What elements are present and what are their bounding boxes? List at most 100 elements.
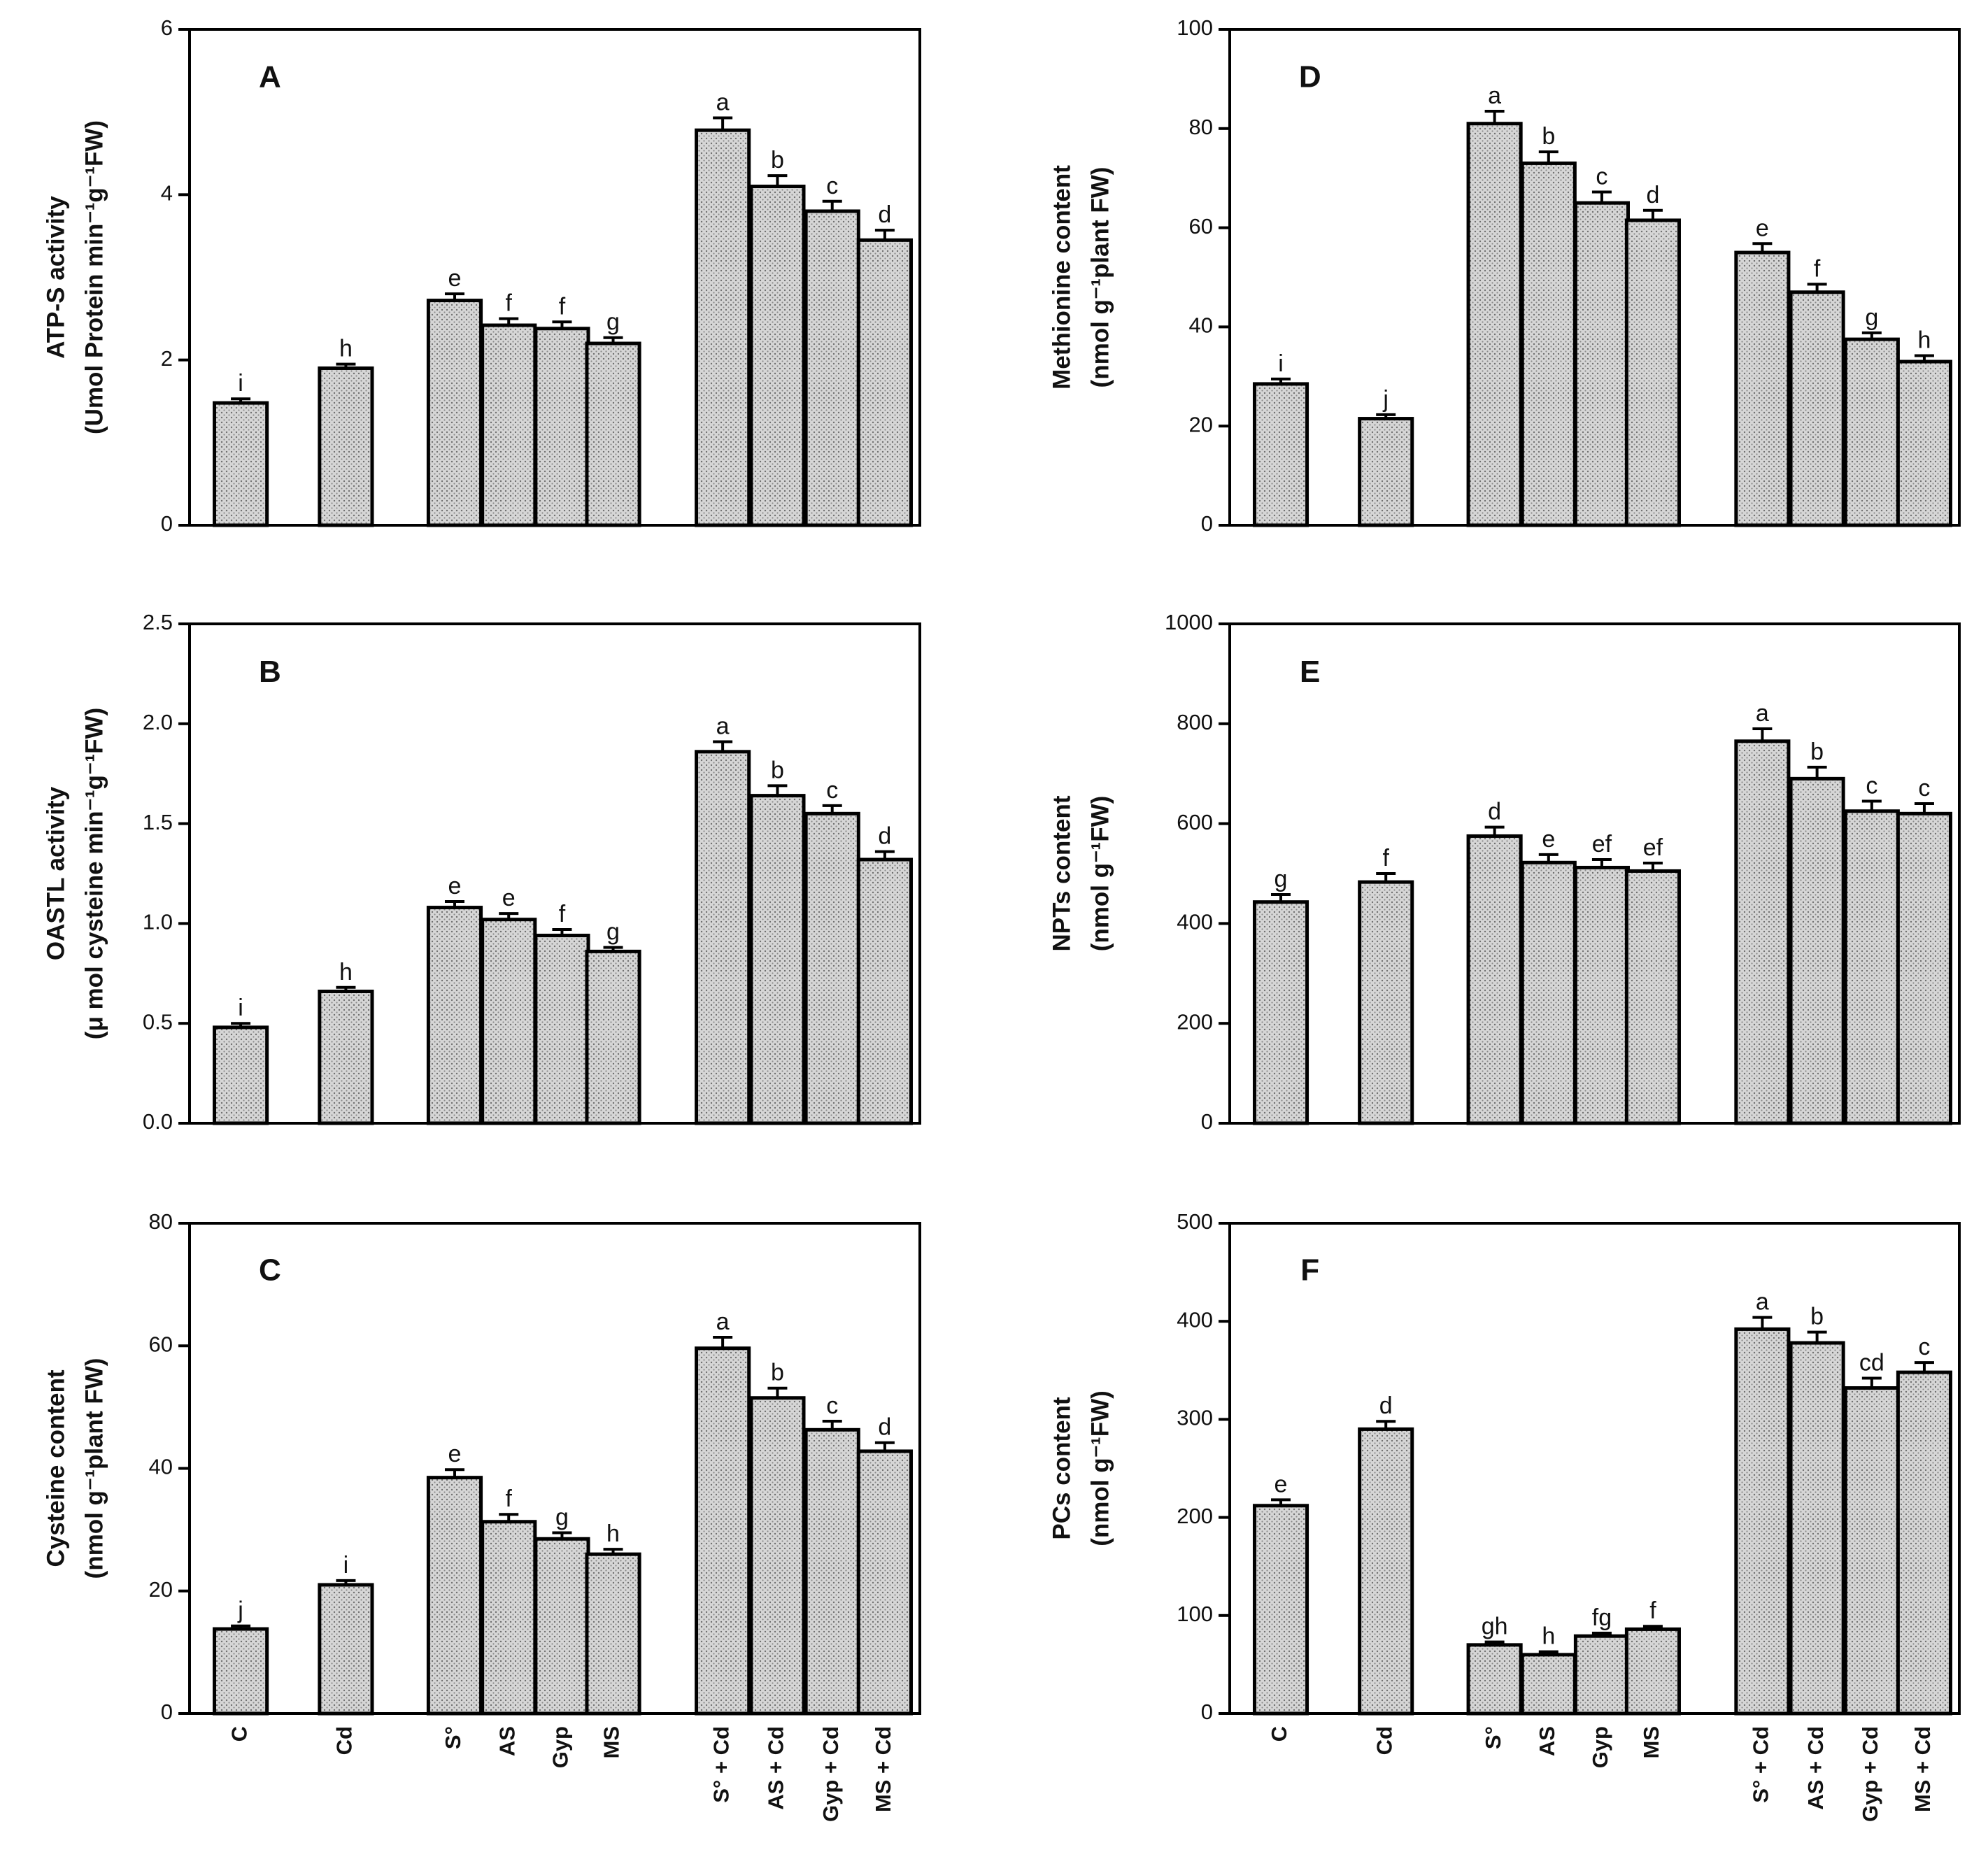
bar <box>1466 1643 1523 1716</box>
bar <box>1734 739 1791 1125</box>
error-bar <box>822 804 842 814</box>
bar <box>856 857 913 1125</box>
y-tick-label: 300 <box>1177 1406 1213 1430</box>
error-bar <box>1752 1316 1773 1330</box>
bar <box>695 750 751 1125</box>
error-bar <box>1591 1632 1612 1637</box>
significance-letter: e <box>448 873 462 899</box>
y-tick-label: 100 <box>1177 15 1213 40</box>
error-bar <box>874 229 895 241</box>
y-tick-label: 800 <box>1177 710 1213 734</box>
error-bar <box>1752 727 1773 741</box>
bar <box>1896 359 1952 527</box>
bar <box>749 1396 806 1716</box>
bar <box>1624 218 1681 527</box>
y-tick-label: 60 <box>1189 214 1213 238</box>
error-bar <box>1861 331 1882 340</box>
bar <box>1896 1370 1952 1716</box>
error-bar <box>1807 283 1827 292</box>
error-bar <box>1271 1498 1291 1506</box>
significance-letter: i <box>238 370 243 397</box>
error-bar <box>1484 109 1505 124</box>
significance-letter: e <box>448 1441 462 1467</box>
x-tick-label: Gyp <box>548 1726 573 1768</box>
significance-letter: a <box>1756 1289 1769 1316</box>
y-tick-label: 100 <box>1177 1602 1213 1626</box>
significance-letter: d <box>1488 799 1501 825</box>
error-bar <box>874 1441 895 1451</box>
significance-letter: b <box>771 1360 784 1386</box>
x-tick-label: S° + Cd <box>709 1726 733 1803</box>
bar <box>426 1476 483 1716</box>
significance-letter: f <box>1814 255 1821 282</box>
y-tick-label: 200 <box>1177 1504 1213 1528</box>
bar <box>1624 1627 1681 1716</box>
significance-letter: b <box>771 757 784 783</box>
x-tick-label: Cd <box>1372 1726 1396 1755</box>
y-axis-title: (Umol Protein min⁻¹g⁻¹FW) <box>80 120 108 434</box>
bar <box>534 1537 590 1716</box>
y-tick-label: 80 <box>149 1209 173 1234</box>
y-tick-label: 0.0 <box>143 1109 173 1134</box>
error-bar <box>713 1335 733 1348</box>
bar <box>804 209 860 527</box>
error-bar <box>336 362 356 369</box>
error-bar <box>552 1531 572 1539</box>
significance-letter: g <box>606 309 620 336</box>
panel-label: E <box>1300 655 1320 689</box>
y-tick-label: 1.5 <box>143 810 173 834</box>
y-tick-label: 40 <box>149 1455 173 1479</box>
x-tick-label: Gyp + Cd <box>1858 1726 1882 1822</box>
bar <box>1358 417 1414 527</box>
y-tick-label: 2.0 <box>143 710 173 734</box>
y-axis-title: PCs content <box>1048 1397 1075 1540</box>
x-tick-label: AS + Cd <box>1803 1726 1828 1810</box>
bar <box>1789 776 1845 1125</box>
x-tick-label: S° + Cd <box>1749 1726 1773 1803</box>
error-bar <box>1642 208 1663 220</box>
panel-label: C <box>259 1253 281 1288</box>
significance-letter: e <box>1542 826 1555 853</box>
bar <box>1573 1634 1630 1716</box>
error-bar <box>603 1548 623 1555</box>
bar <box>856 1449 913 1716</box>
y-tick-label: 6 <box>161 15 173 40</box>
significance-letter: c <box>1866 772 1877 799</box>
error-bar <box>1914 1361 1934 1373</box>
significance-letter: e <box>448 265 462 292</box>
significance-letter: e <box>502 885 516 911</box>
significance-letter: d <box>878 201 891 228</box>
y-axis-title: ATP-S activity <box>42 196 69 359</box>
significance-letter: c <box>826 777 838 804</box>
panel-label: A <box>259 60 281 94</box>
bar <box>1789 1341 1845 1716</box>
error-bar <box>231 1624 251 1630</box>
bar <box>1843 809 1900 1125</box>
bar <box>1896 811 1952 1125</box>
bar <box>1358 1427 1414 1716</box>
bar <box>426 906 483 1125</box>
bar <box>1520 860 1577 1125</box>
panel-label: F <box>1300 1253 1319 1288</box>
y-axis-title: (nmol g⁻¹plant FW) <box>1086 167 1114 388</box>
bar <box>426 299 483 527</box>
x-tick-label: S° <box>1481 1726 1505 1749</box>
error-bar <box>1914 354 1934 362</box>
significance-letter: ef <box>1643 834 1663 861</box>
error-bar <box>767 1386 788 1398</box>
significance-letter: b <box>1542 123 1555 150</box>
error-bar <box>822 1420 842 1430</box>
y-axis-title: (nmol g⁻¹plant FW) <box>80 1358 108 1579</box>
significance-letter: i <box>1278 350 1284 377</box>
y-tick-label: 600 <box>1177 810 1213 834</box>
significance-letter: g <box>1275 866 1288 892</box>
panel-label: D <box>1299 60 1321 94</box>
x-tick-label: Gyp + Cd <box>818 1726 843 1822</box>
y-tick-label: 1000 <box>1165 610 1213 634</box>
bar <box>695 1346 751 1716</box>
significance-letter: c <box>826 1393 838 1419</box>
x-tick-label: C <box>227 1726 251 1742</box>
error-bar <box>713 116 733 131</box>
y-axis-title: Cysteine content <box>42 1369 69 1567</box>
